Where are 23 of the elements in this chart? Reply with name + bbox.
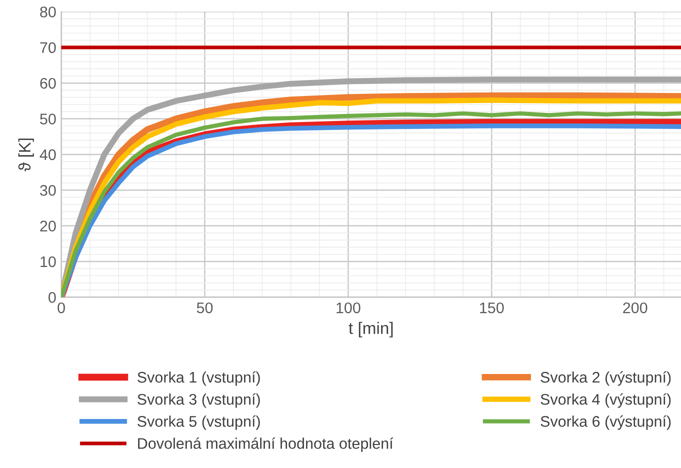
y-tick-label: 50 <box>40 114 56 124</box>
y-tick-label: 80 <box>40 6 56 18</box>
y-axis-title: ϑ [K] <box>18 138 34 172</box>
x-tick-label: 200 <box>623 302 648 314</box>
legend-label: Svorka 3 (vstupní) <box>138 393 260 408</box>
y-tick-label: 10 <box>40 256 56 268</box>
y-tick-label: 60 <box>40 78 56 89</box>
legend-label: Svorka 4 (výstupní) <box>540 393 671 408</box>
y-tick-label: 30 <box>40 184 56 196</box>
x-axis-title: t [min] <box>348 322 393 338</box>
legend-label: Dovolená maximální hodnota oteplení <box>138 437 394 452</box>
x-tick-label: 100 <box>336 302 360 314</box>
x-tick-label: 150 <box>480 302 504 314</box>
y-tick-label: 20 <box>40 220 56 232</box>
legend-label: Svorka 1 (vstupní) <box>138 371 260 386</box>
y-tick-label: 70 <box>40 42 56 54</box>
x-tick-label: 0 <box>58 302 65 314</box>
legend-label: Svorka 6 (výstupní) <box>540 415 671 430</box>
x-tick-label: 50 <box>196 302 213 314</box>
y-tick-label: 40 <box>40 149 56 160</box>
legend-label: Svorka 2 (výstupní) <box>540 371 671 386</box>
y-tick-label: 0 <box>48 292 56 303</box>
legend-label: Svorka 5 (vstupní) <box>138 415 260 430</box>
